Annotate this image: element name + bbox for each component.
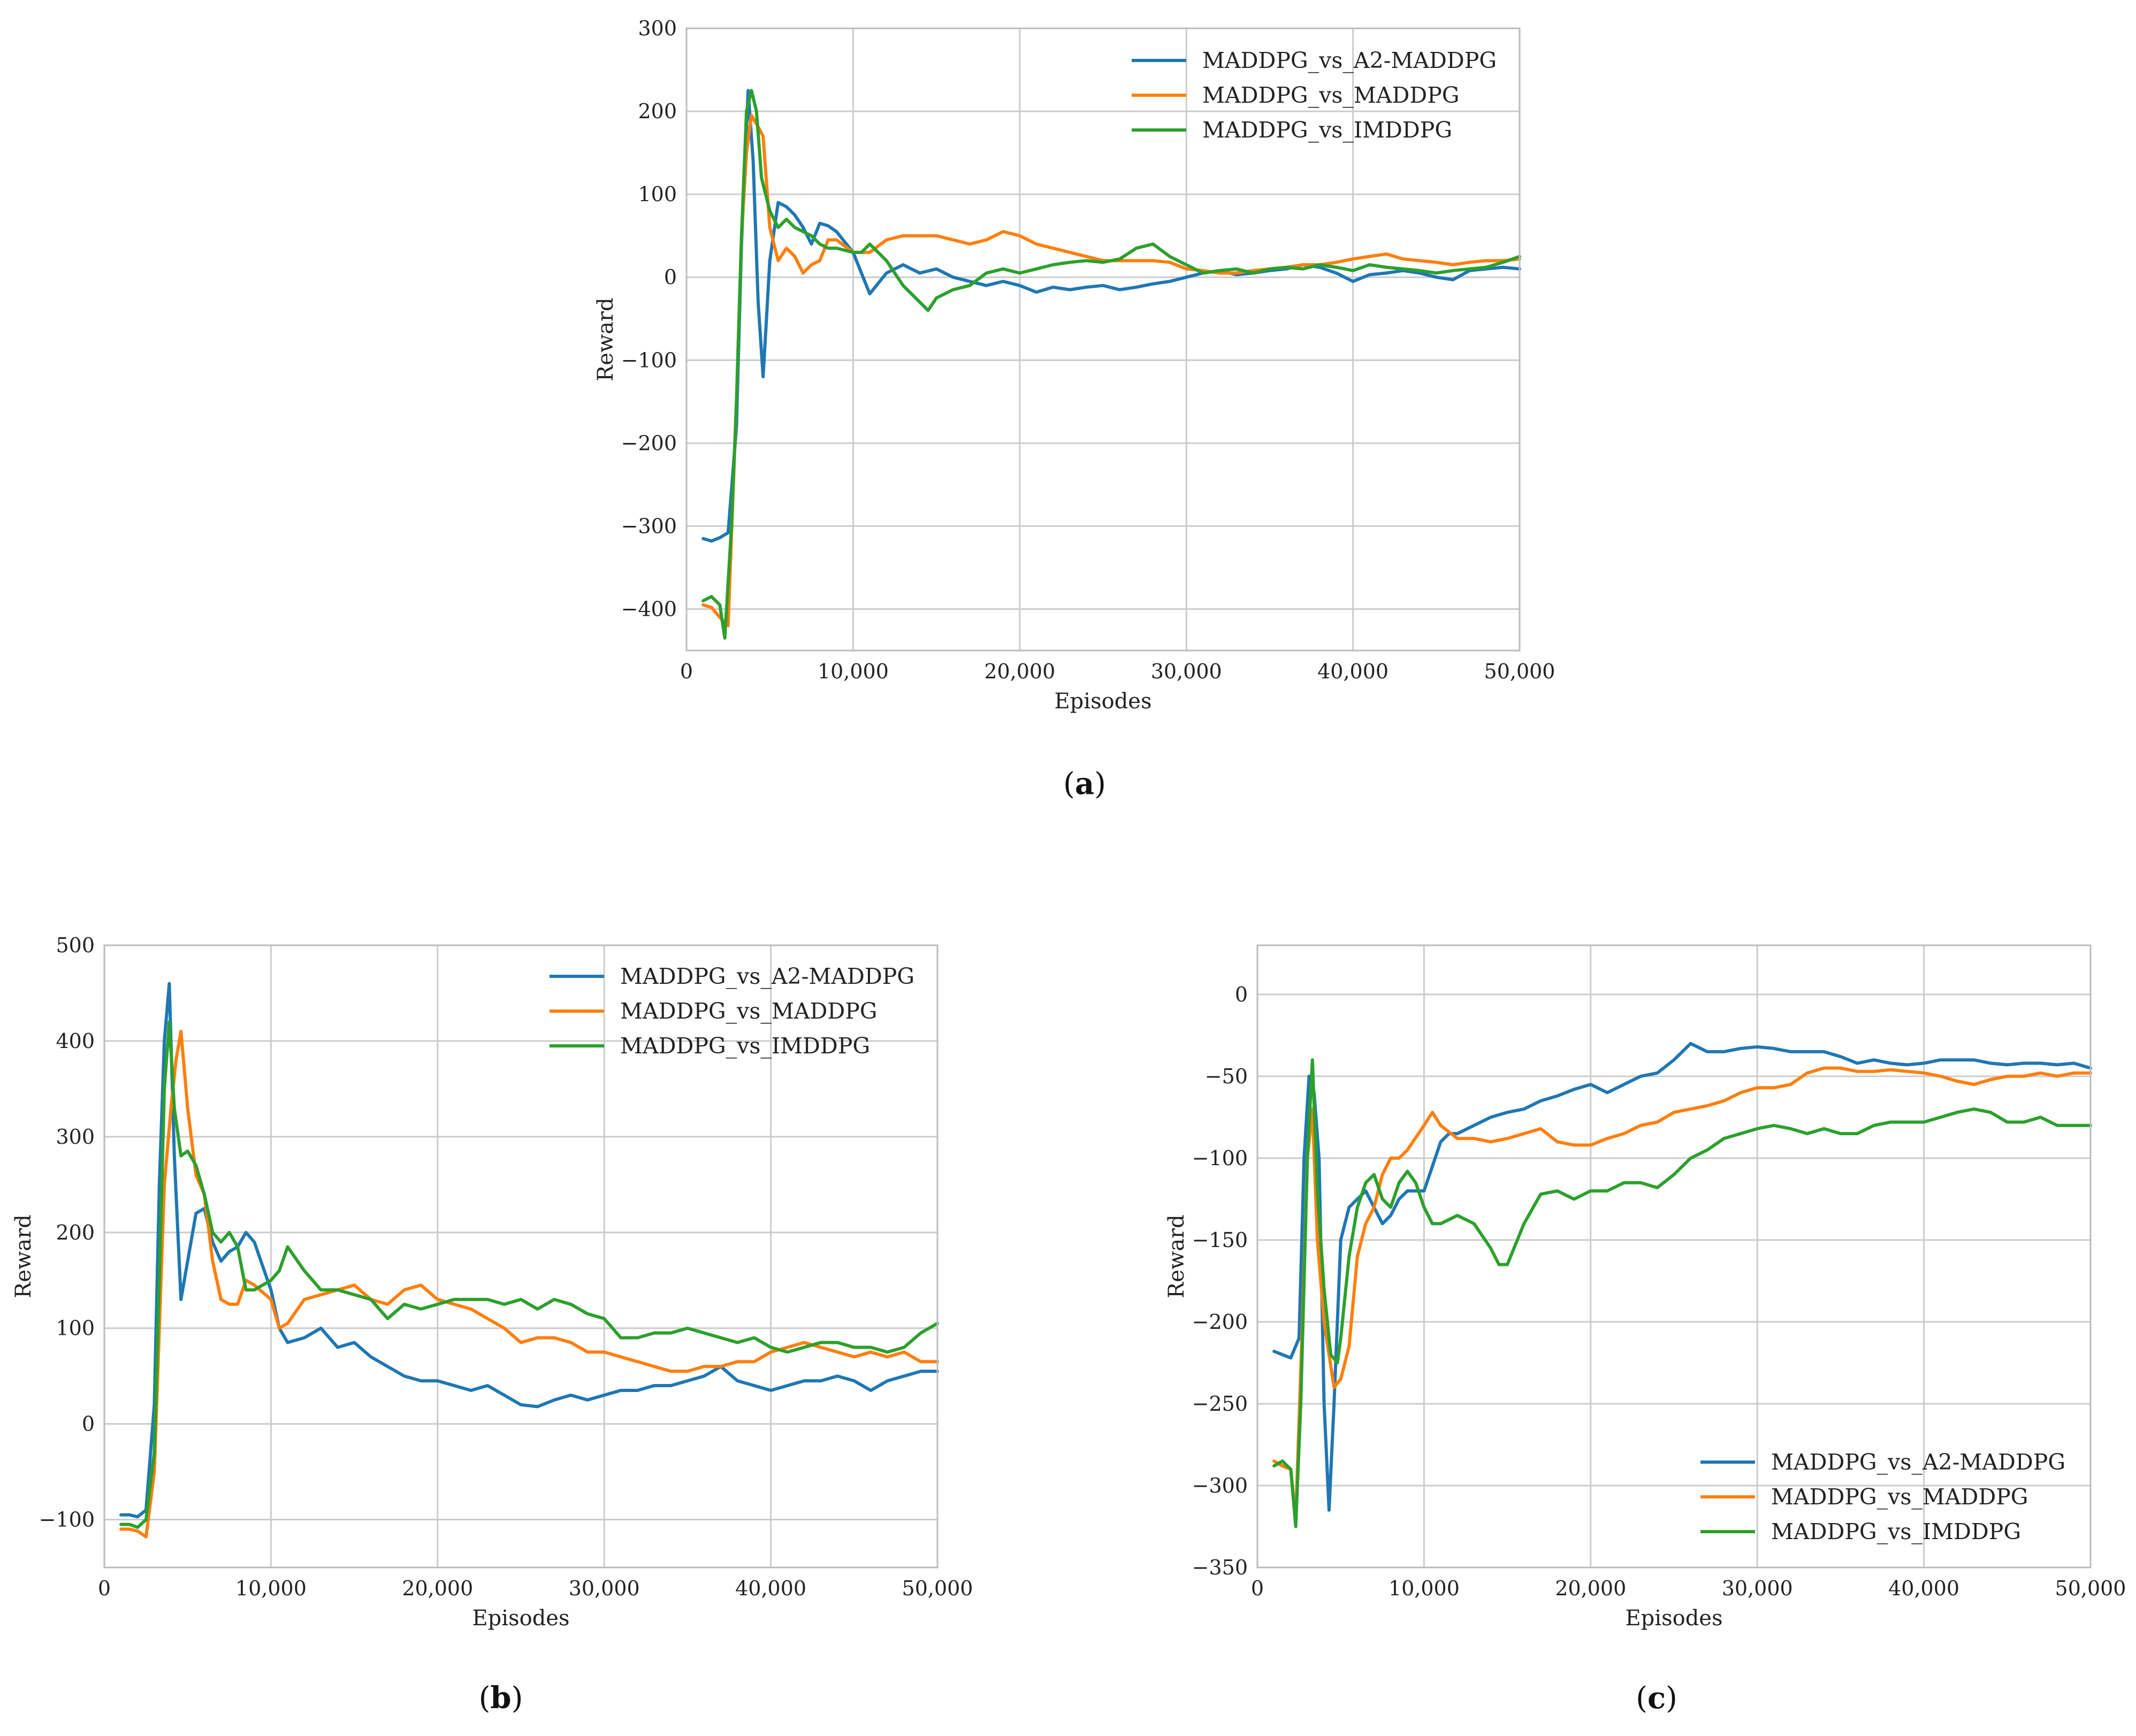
- x-tick-label: 10,000: [235, 1577, 307, 1600]
- series-line-1: [1272, 1042, 2092, 1512]
- y-tick-label: 300: [638, 17, 677, 40]
- y-tick-label: −50: [1205, 1065, 1248, 1088]
- y-tick-label: −250: [1192, 1392, 1248, 1416]
- x-tick-label: 0: [680, 660, 693, 683]
- legend-label-3: MADDPG_vs_IMDDPG: [1202, 117, 1452, 143]
- plot-area: [104, 945, 937, 1567]
- panel-caption: (c): [1636, 1680, 1677, 1716]
- x-axis-label: Episodes: [1054, 689, 1151, 714]
- plot-frame: [1256, 944, 2092, 1569]
- series-line-3: [1272, 1058, 2092, 1528]
- x-tick-label: 50,000: [902, 1577, 973, 1600]
- y-tick-label: −300: [621, 514, 677, 538]
- series-line-1: [701, 89, 1521, 543]
- panel-caption-letter: a: [1075, 766, 1094, 801]
- y-tick-label: 0: [1235, 983, 1248, 1006]
- series-line-2: [119, 1030, 939, 1539]
- y-tick-label: 0: [82, 1412, 95, 1436]
- legend-label-2: MADDPG_vs_MADDPG: [1771, 1484, 2028, 1510]
- x-tick-label: 50,000: [2055, 1577, 2126, 1600]
- y-tick-label: 0: [664, 265, 677, 289]
- y-axis-label: Reward: [11, 1214, 36, 1298]
- y-tick-label: 300: [56, 1125, 95, 1149]
- x-tick-label: 0: [98, 1577, 111, 1600]
- y-tick-label: 200: [56, 1221, 95, 1244]
- y-tick-label: 100: [638, 182, 677, 206]
- x-tick-label: 10,000: [818, 660, 889, 683]
- legend-label-2: MADDPG_vs_MADDPG: [1202, 82, 1460, 108]
- x-tick-label: 20,000: [402, 1577, 473, 1600]
- y-axis-label: Reward: [593, 297, 618, 381]
- plot-area: [1257, 945, 2091, 1567]
- x-tick-label: 40,000: [735, 1577, 806, 1600]
- x-tick-label: 30,000: [1722, 1577, 1793, 1600]
- series-line-3: [119, 1020, 939, 1529]
- panel-caption: (b): [479, 1680, 523, 1716]
- x-tick-label: 30,000: [569, 1577, 640, 1600]
- y-tick-label: −200: [621, 431, 677, 455]
- panel-c: 0 10,000 20,000 30,000 40,000 50,000 −350 −300 −…: [1164, 944, 2126, 1716]
- legend-label-2: MADDPG_vs_MADDPG: [620, 998, 878, 1024]
- y-tick-label: −300: [1192, 1474, 1248, 1497]
- x-tick-label: 20,000: [984, 660, 1055, 683]
- y-tick-label: −350: [1192, 1556, 1248, 1579]
- y-tick-label: −100: [621, 348, 677, 372]
- panel-caption-letter: c: [1647, 1680, 1666, 1716]
- x-tick-label: 50,000: [1484, 660, 1555, 683]
- legend-label-1: MADDPG_vs_A2-MADDPG: [1771, 1449, 2065, 1475]
- y-tick-label: 400: [56, 1029, 95, 1053]
- y-tick-label: 500: [56, 934, 95, 957]
- x-axis-label: Episodes: [472, 1606, 569, 1631]
- x-tick-label: 30,000: [1151, 660, 1222, 683]
- x-tick-label: 40,000: [1888, 1577, 1959, 1600]
- plot-frame: [103, 944, 939, 1569]
- y-axis-label: Reward: [1164, 1214, 1189, 1298]
- x-tick-label: 20,000: [1555, 1577, 1626, 1600]
- panel-b: 0 10,000 20,000 30,000 40,000 50,000 −100 0 100 2…: [11, 934, 973, 1716]
- plot-frame: [685, 27, 1521, 652]
- legend-label-1: MADDPG_vs_A2-MADDPG: [1202, 48, 1497, 73]
- panel-a: 0 10,000 20,000 30,000 40,000 50,000 −400 −300 −…: [593, 17, 1555, 801]
- y-tick-label: −150: [1192, 1228, 1248, 1252]
- panel-caption: (a): [1063, 766, 1106, 801]
- y-tick-label: −200: [1192, 1310, 1248, 1334]
- y-tick-label: 100: [56, 1317, 95, 1340]
- y-tick-label: 200: [638, 100, 677, 123]
- x-tick-label: 10,000: [1389, 1577, 1460, 1600]
- legend-label-3: MADDPG_vs_IMDDPG: [620, 1033, 870, 1059]
- plot-area: [686, 28, 1520, 651]
- legend-label-1: MADDPG_vs_A2-MADDPG: [620, 963, 914, 989]
- panel-caption-letter: b: [490, 1680, 511, 1716]
- y-tick-label: −400: [621, 597, 677, 621]
- series-line-3: [701, 89, 1521, 640]
- y-tick-label: −100: [1192, 1146, 1248, 1170]
- x-tick-label: 40,000: [1317, 660, 1389, 683]
- series-line-2: [1272, 1066, 2092, 1520]
- legend-label-3: MADDPG_vs_IMDDPG: [1771, 1519, 2021, 1544]
- y-tick-label: −100: [39, 1508, 95, 1532]
- series-line-1: [119, 982, 939, 1519]
- x-axis-label: Episodes: [1625, 1606, 1722, 1631]
- x-tick-label: 0: [1251, 1577, 1264, 1600]
- series-line-2: [701, 113, 1521, 628]
